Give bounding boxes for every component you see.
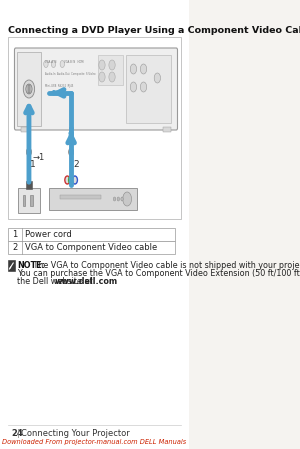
Text: 2: 2 (13, 243, 18, 252)
Bar (60, 195, 101, 199)
Circle shape (60, 61, 64, 67)
Text: →1: →1 (32, 154, 44, 163)
Circle shape (26, 84, 32, 94)
Bar (28, 85, 30, 93)
Bar (30, 195, 33, 206)
Circle shape (121, 197, 123, 201)
Circle shape (154, 73, 161, 83)
Circle shape (26, 148, 32, 156)
Circle shape (65, 176, 70, 184)
Text: You can purchase the VGA to Component Video Extension (50 ft/100 ft) cable on: You can purchase the VGA to Component Vi… (17, 269, 300, 278)
Circle shape (130, 64, 136, 74)
Bar (21, 127, 29, 132)
Text: Mini-USB  RS232  RJ45: Mini-USB RS232 RJ45 (45, 84, 73, 88)
Text: www.dell.com: www.dell.com (55, 277, 118, 286)
Circle shape (109, 72, 115, 82)
Text: 1: 1 (30, 160, 36, 169)
Text: Downloaded From projector-manual.com DELL Manuals: Downloaded From projector-manual.com DEL… (2, 439, 187, 445)
Text: VGA-A IN: VGA-A IN (45, 60, 56, 64)
Text: VGA to Component Video cable: VGA to Component Video cable (25, 243, 157, 252)
Text: The VGA to Component Video cable is not shipped with your projector.: The VGA to Component Video cable is not … (31, 261, 300, 270)
Circle shape (23, 80, 34, 98)
Text: 2: 2 (73, 160, 79, 169)
Circle shape (72, 176, 77, 184)
Bar (8, 241, 175, 254)
Circle shape (117, 197, 120, 201)
FancyBboxPatch shape (14, 48, 178, 130)
Bar (126, 55, 171, 123)
Text: Audio-In  Audio-Out  Composite  S-Video: Audio-In Audio-Out Composite S-Video (45, 72, 95, 76)
Circle shape (130, 82, 136, 92)
Text: Power cord: Power cord (25, 230, 71, 239)
Circle shape (140, 64, 147, 74)
Text: NOTE:: NOTE: (17, 261, 45, 270)
Circle shape (109, 60, 115, 70)
Circle shape (140, 82, 147, 92)
Circle shape (113, 197, 116, 201)
Circle shape (99, 60, 105, 70)
Bar (8, 260, 15, 271)
Circle shape (69, 176, 74, 184)
Circle shape (123, 192, 131, 206)
Circle shape (44, 61, 48, 67)
Bar (17, 52, 41, 126)
Text: |: | (17, 429, 20, 438)
Bar (49, 188, 137, 210)
Bar (8, 37, 181, 219)
Bar (18, 188, 40, 213)
Text: Connecting a DVD Player Using a Component Video Cable: Connecting a DVD Player Using a Componen… (8, 26, 300, 35)
Circle shape (69, 148, 74, 156)
Bar (23, 195, 25, 206)
Circle shape (51, 61, 56, 67)
Circle shape (99, 72, 105, 82)
Text: the Dell website at: the Dell website at (17, 277, 95, 286)
Text: VGA-B IN   HDMI: VGA-B IN HDMI (64, 60, 84, 64)
Text: 1: 1 (13, 230, 18, 239)
Bar (26, 181, 32, 189)
Text: 24: 24 (11, 429, 23, 438)
Bar (163, 127, 171, 132)
Text: Connecting Your Projector: Connecting Your Projector (21, 429, 130, 438)
Bar (98, 55, 123, 85)
Bar (8, 228, 175, 241)
